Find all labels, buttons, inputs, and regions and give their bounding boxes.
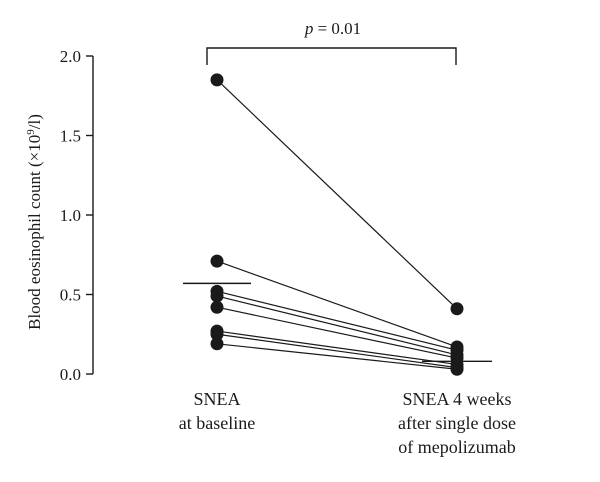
y-tick-label: 0.5 [60, 286, 81, 305]
category-label: of mepolizumab [398, 437, 515, 457]
y-axis-title: Blood eosinophil count (×109/l) [25, 114, 44, 330]
data-point-post [450, 362, 464, 376]
category-label: SNEA 4 weeks [403, 389, 512, 409]
pair-line [216, 330, 458, 366]
p-value-label: p = 0.01 [304, 19, 361, 38]
data-points [210, 73, 464, 376]
category-label: SNEA [193, 389, 240, 409]
category-labels: SNEA at baseline SNEA 4 weeks after single … [179, 389, 516, 457]
mean-bars [183, 282, 492, 362]
y-tick-label: 0.0 [60, 365, 81, 384]
y-tick-label: 2.0 [60, 47, 81, 66]
pair-line [216, 306, 458, 359]
significance-bracket: p = 0.01 [206, 19, 457, 65]
pair-line [216, 290, 458, 351]
data-point-baseline [210, 289, 224, 303]
pair-lines [216, 79, 458, 370]
y-ticks: 0.0 0.5 1.0 1.5 2.0 [60, 47, 93, 384]
pair-line [216, 260, 458, 348]
pair-line [216, 79, 458, 310]
data-point-baseline [210, 337, 224, 351]
data-point-baseline [210, 300, 224, 314]
pair-line [216, 343, 458, 370]
category-label: after single dose [398, 413, 516, 433]
pair-line [216, 333, 458, 369]
data-point-baseline [210, 254, 224, 268]
data-point-post [450, 302, 464, 316]
data-point-baseline [210, 327, 224, 341]
y-tick-label: 1.0 [60, 206, 81, 225]
data-point-baseline [210, 73, 224, 87]
category-label: at baseline [179, 413, 255, 433]
y-tick-label: 1.5 [60, 127, 81, 146]
significance-bracket-line [206, 47, 457, 65]
pair-line [216, 295, 458, 356]
